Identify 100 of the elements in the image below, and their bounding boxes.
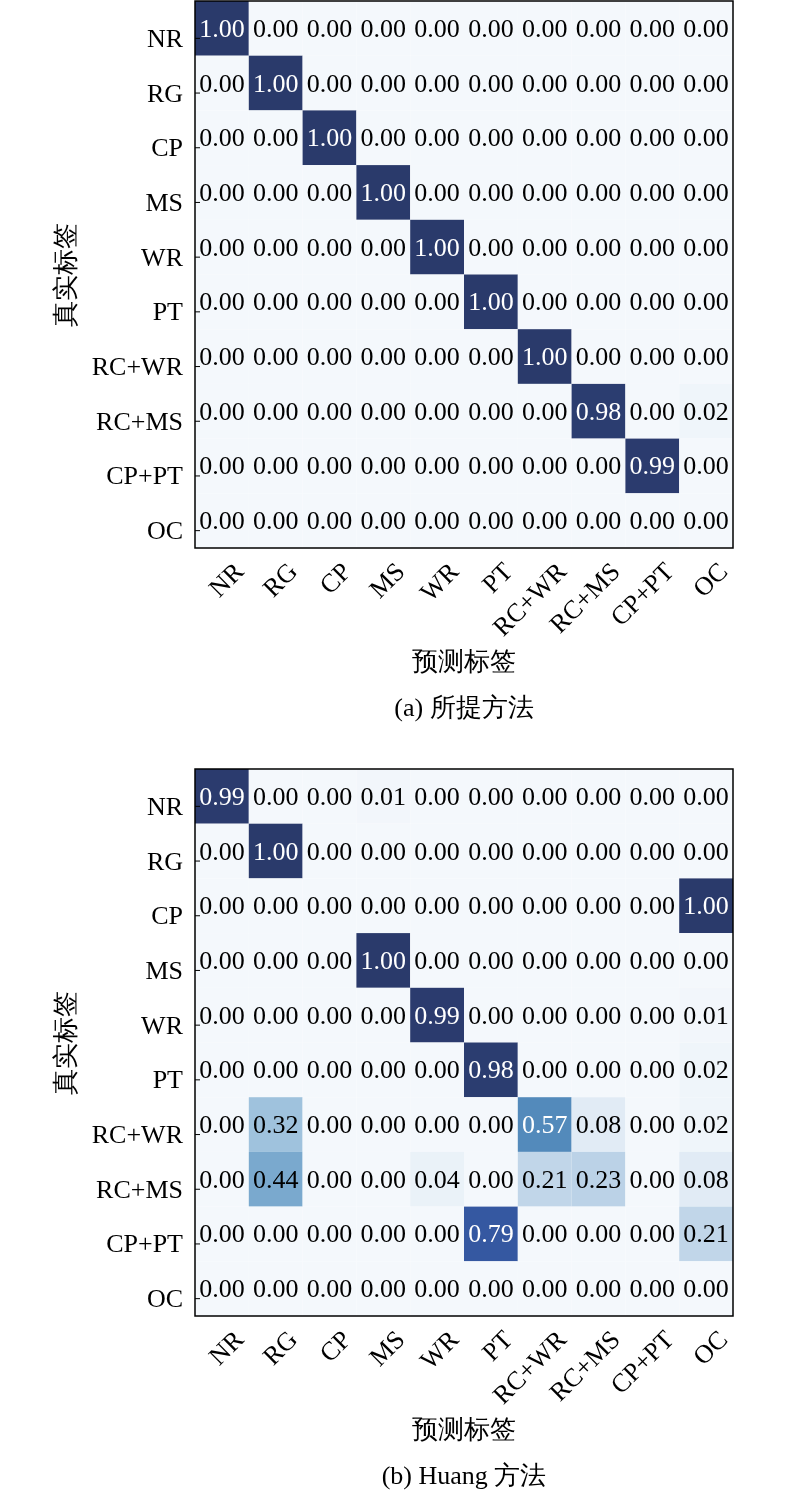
- data-label: 0.00: [575, 123, 622, 153]
- data-label: 1.00: [414, 232, 460, 262]
- y-tick-label: MS: [145, 187, 183, 217]
- data-label: 0.00: [360, 123, 407, 153]
- data-label: 0.98: [575, 396, 622, 426]
- data-label: 0.00: [683, 506, 729, 536]
- data-label: 0.00: [629, 781, 676, 811]
- data-label: 0.00: [199, 1110, 245, 1140]
- data-label: 0.00: [199, 451, 245, 481]
- data-label: 0.02: [683, 1110, 729, 1140]
- data-label: 1.00: [360, 945, 407, 975]
- data-label: 0.00: [306, 1219, 353, 1249]
- y-tick-label: RC+MS: [96, 1174, 183, 1204]
- y-tick-label: PT: [152, 297, 184, 327]
- data-label: 0.00: [360, 891, 407, 921]
- data-label: 0.00: [629, 342, 676, 372]
- data-label: 0.00: [306, 1274, 353, 1304]
- data-label: 0.00: [252, 891, 299, 921]
- y-tick-label: CP+PT: [106, 461, 184, 491]
- data-label: 0.00: [360, 68, 407, 98]
- data-label: 0.00: [199, 1219, 245, 1249]
- data-label: 0.00: [199, 68, 245, 98]
- data-label: 0.00: [252, 123, 299, 153]
- data-label: 0.00: [468, 1000, 514, 1030]
- data-label: 0.00: [199, 342, 245, 372]
- data-label: 0.00: [468, 1164, 514, 1194]
- data-label: 0.00: [629, 232, 676, 262]
- data-label: 0.79: [468, 1219, 514, 1249]
- data-label: 0.00: [199, 836, 245, 866]
- y-tick-label: PT: [152, 1065, 184, 1095]
- y-tick-label: RC+WR: [91, 1120, 184, 1150]
- data-label: 0.00: [683, 945, 729, 975]
- data-label: 0.57: [521, 1110, 568, 1140]
- y-tick-label: WR: [141, 1010, 184, 1040]
- data-label: 0.04: [414, 1164, 460, 1194]
- data-label: 0.00: [629, 287, 676, 317]
- data-label: 0.00: [683, 342, 729, 372]
- data-label: 0.00: [629, 1110, 676, 1140]
- data-label: 0.00: [360, 287, 407, 317]
- x-tick-label: NR: [203, 556, 250, 603]
- data-label: 0.00: [629, 836, 676, 866]
- data-label: 0.00: [468, 342, 514, 372]
- data-label: 1.00: [468, 287, 514, 317]
- data-label: 0.00: [414, 1274, 460, 1304]
- data-label: 0.00: [575, 287, 622, 317]
- data-label: 0.00: [521, 123, 568, 153]
- data-label: 0.00: [575, 232, 622, 262]
- data-label: 0.00: [306, 945, 353, 975]
- data-label: 0.00: [683, 1274, 729, 1304]
- data-label: 0.99: [199, 781, 245, 811]
- data-label: 0.00: [683, 287, 729, 317]
- data-label: 1.00: [683, 891, 729, 921]
- data-label: 0.00: [199, 891, 245, 921]
- data-label: 0.00: [575, 68, 622, 98]
- data-label: 0.00: [629, 396, 676, 426]
- data-label: 0.00: [252, 945, 299, 975]
- data-label: 0.00: [360, 13, 407, 43]
- data-label: 0.00: [575, 1219, 622, 1249]
- data-label: 0.00: [199, 232, 245, 262]
- y-tick-label: RC+WR: [91, 352, 184, 382]
- y-tick-label: OC: [146, 516, 183, 546]
- data-label: 0.00: [629, 1000, 676, 1030]
- data-label: 0.00: [252, 177, 299, 207]
- data-label: 0.00: [683, 232, 729, 262]
- data-label: 0.00: [629, 177, 676, 207]
- x-tick-label: RG: [256, 1324, 303, 1371]
- data-label: 0.00: [521, 1000, 568, 1030]
- data-label: 0.00: [683, 13, 729, 43]
- data-label: 0.00: [629, 1055, 676, 1085]
- data-label: 0.00: [306, 68, 353, 98]
- x-tick-label: OC: [687, 1324, 734, 1371]
- y-axis-title: 真实标签: [50, 222, 80, 327]
- data-label: 0.00: [629, 945, 676, 975]
- data-label: 0.00: [199, 1055, 245, 1085]
- data-label: 0.00: [468, 945, 514, 975]
- data-label: 0.00: [414, 177, 460, 207]
- data-label: 0.00: [414, 342, 460, 372]
- data-label: 0.00: [575, 1274, 622, 1304]
- data-label: 0.00: [306, 177, 353, 207]
- x-tick-label: CP: [313, 556, 357, 600]
- data-label: 0.00: [414, 836, 460, 866]
- data-label: 0.00: [575, 342, 622, 372]
- data-label: 0.00: [468, 781, 514, 811]
- data-label: 0.99: [629, 451, 676, 481]
- data-label: 0.00: [683, 451, 729, 481]
- data-label: 0.21: [683, 1219, 729, 1249]
- data-label: 0.00: [199, 1164, 245, 1194]
- data-label: 0.00: [199, 177, 245, 207]
- y-tick-label: NR: [146, 791, 184, 821]
- data-label: 0.00: [199, 123, 245, 153]
- data-label: 0.00: [306, 232, 353, 262]
- data-label: 0.00: [521, 945, 568, 975]
- data-label: 0.00: [199, 1274, 245, 1304]
- data-label: 0.21: [521, 1164, 568, 1194]
- data-label: 0.00: [360, 1274, 407, 1304]
- data-label: 0.00: [306, 506, 353, 536]
- data-label: 0.00: [521, 891, 568, 921]
- data-label: 0.01: [683, 1000, 729, 1030]
- data-label: 0.00: [414, 287, 460, 317]
- data-label: 0.00: [414, 123, 460, 153]
